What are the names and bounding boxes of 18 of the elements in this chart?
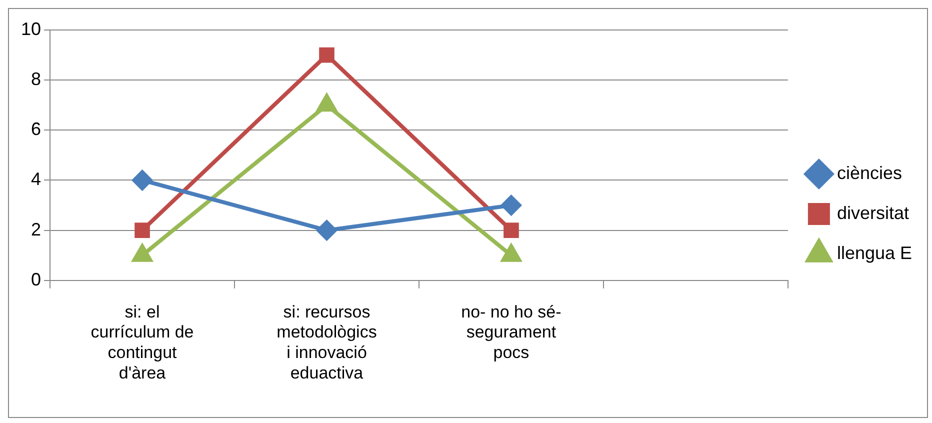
- point: [132, 170, 152, 190]
- point: [319, 47, 334, 63]
- y-tick-label: 4: [31, 169, 42, 190]
- point: [501, 195, 522, 216]
- point: [504, 222, 519, 238]
- y-tick-label: 2: [31, 219, 42, 240]
- y-tick-label: 8: [31, 69, 42, 90]
- legend-label: diversitat: [836, 202, 909, 223]
- point: [316, 220, 337, 240]
- x-tick-label: no- no ho sé- segurament pocs: [461, 302, 562, 362]
- y-tick-label: 10: [20, 18, 42, 39]
- legend-label: llengua E: [836, 242, 912, 263]
- legend-label: ciències: [836, 162, 902, 183]
- x-tick-label: si: el currículum de contingut d'àrea: [90, 302, 194, 382]
- x-tick-label: si: recursos metodològics i innovació eduactiva: [276, 302, 377, 382]
- point: [134, 222, 150, 238]
- y-tick-label: 0: [31, 269, 42, 290]
- y-tick-label: 6: [31, 119, 42, 140]
